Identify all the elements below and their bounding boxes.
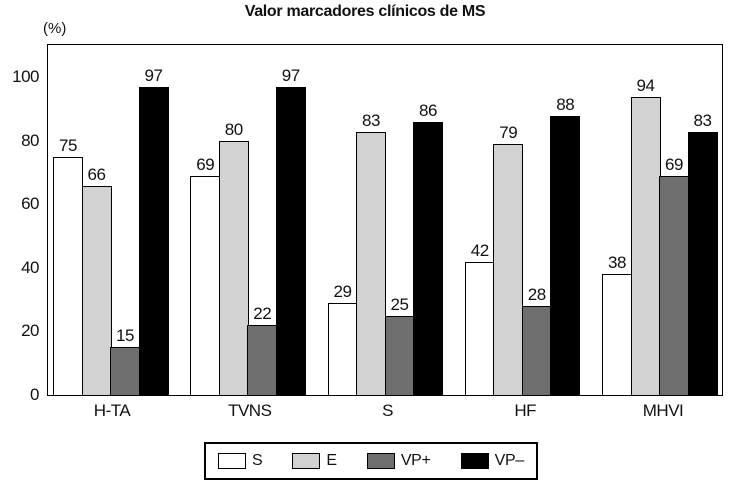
bar-E: 79: [493, 123, 524, 395]
bar-value-label: 38: [608, 253, 626, 272]
bar-group: 42 79 28 88: [464, 45, 585, 395]
bar-group: 69 80 22 97: [190, 45, 310, 395]
bar-value-label: 29: [333, 282, 352, 301]
bar-value-label: 79: [499, 123, 518, 142]
bar-VP–: 97: [138, 66, 169, 395]
legend-label: S: [252, 452, 263, 469]
x-category-label: TVNS: [228, 401, 272, 420]
bar-value-label: 94: [636, 76, 655, 95]
x-axis: H-TA TVNS S HF MHVI: [47, 401, 723, 421]
legend-item: S: [218, 452, 263, 470]
bar-group: 75 66 15 97: [53, 45, 173, 395]
bar-value-label: 75: [59, 136, 77, 155]
bar-value-label: 25: [390, 295, 409, 314]
legend-swatch: [460, 453, 489, 469]
bar-VP–: 97: [275, 66, 306, 395]
y-axis: 0 20 40 60 80 100: [0, 46, 39, 403]
legend-item: E: [292, 452, 337, 470]
x-category-label: HF: [514, 401, 537, 420]
bar-S: 69: [190, 155, 221, 395]
x-category-label: S: [382, 401, 393, 420]
bar-value-label: 69: [196, 155, 215, 174]
bar-group: 38 94 69 83: [602, 45, 722, 395]
y-tick-label: 40: [21, 257, 39, 277]
bar-group: 29 83 25 86: [327, 45, 448, 395]
bar-value-label: 83: [693, 111, 712, 130]
chart-title: Valor marcadores clínicos de MS: [244, 3, 486, 20]
bar-VP+: 22: [247, 304, 278, 395]
legend-swatch: [292, 453, 321, 469]
bar-value-label: 42: [470, 241, 489, 260]
bar-value-label: 66: [87, 165, 106, 184]
bar-value-label: 28: [527, 285, 546, 304]
bar-VP+: 28: [521, 285, 552, 395]
legend-label: E: [326, 452, 337, 469]
legend-item: VP–: [460, 452, 525, 470]
bar-S: 38: [602, 253, 632, 395]
y-tick-label: 0: [30, 384, 39, 404]
bar-value-label: 88: [556, 95, 575, 114]
y-axis-unit-label: (%): [43, 20, 67, 37]
y-tick-label: 100: [12, 67, 39, 87]
bar-value-label: 80: [224, 120, 243, 139]
y-tick-label: 20: [21, 321, 39, 341]
bar-value-label: 86: [419, 101, 437, 120]
bar-S: 42: [464, 241, 495, 395]
legend: S E VP+ VP–: [204, 442, 538, 480]
bar-E: 80: [218, 120, 249, 395]
bar-value-label: 97: [281, 66, 300, 85]
bar-E: 83: [356, 111, 386, 395]
bar-value-label: 83: [362, 111, 380, 130]
bar-VP–: 88: [550, 95, 581, 395]
bar-E: 66: [81, 165, 112, 395]
bar-S: 29: [327, 282, 358, 395]
legend-item: VP+: [366, 452, 431, 470]
x-category-label: MHVI: [642, 401, 684, 420]
y-tick-label: 80: [21, 130, 39, 150]
legend-swatch: [218, 453, 246, 469]
bar-VP+: 69: [659, 155, 689, 395]
bar-value-label: 22: [253, 304, 272, 323]
legend-swatch: [366, 453, 395, 469]
bar-value-label: 15: [116, 326, 134, 345]
bar-S: 75: [53, 136, 83, 395]
y-tick-label: 60: [21, 194, 39, 214]
legend-label: VP–: [494, 452, 525, 469]
bar-E: 94: [630, 76, 661, 395]
bar-VP–: 83: [687, 111, 718, 395]
bar-VP–: 86: [413, 101, 443, 395]
bar-value-label: 97: [144, 66, 163, 85]
legend-label: VP+: [400, 452, 431, 469]
bar-VP+: 25: [384, 295, 415, 395]
bar-VP+: 15: [110, 326, 140, 395]
plot-area: 75 66 15 97 69 80 22 97 29 83 25 86 42 79 28 88 38 94 69 83: [47, 44, 723, 396]
x-category-label: H-TA: [93, 401, 131, 420]
bar-value-label: 69: [665, 155, 683, 174]
